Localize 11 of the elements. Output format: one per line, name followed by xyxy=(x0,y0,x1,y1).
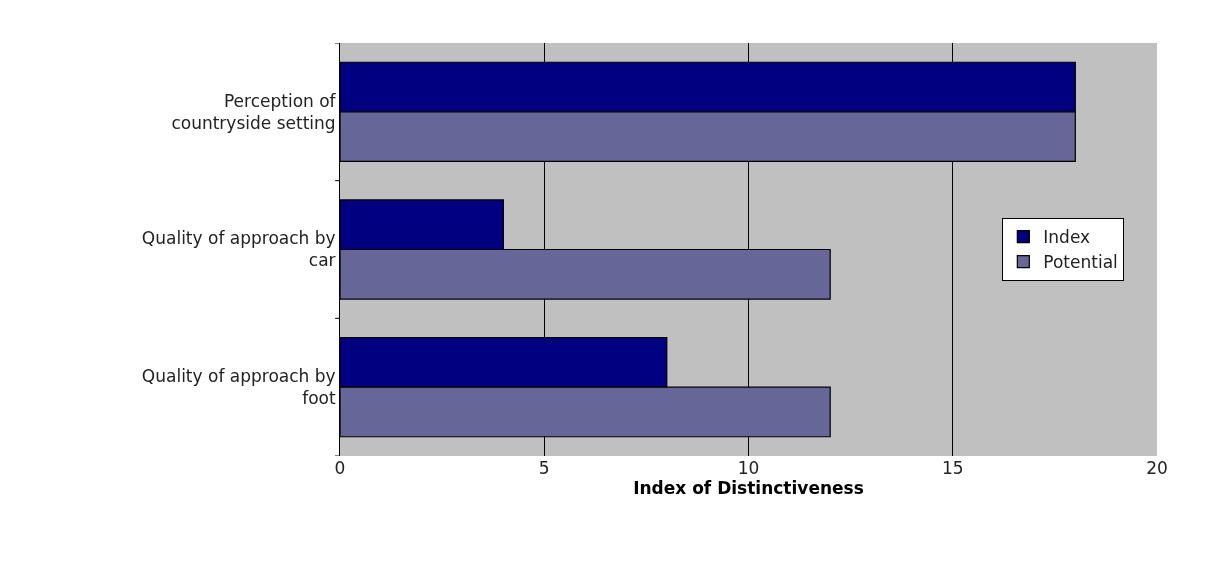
legend-label: Potential xyxy=(1043,252,1118,273)
x-tick-label: 10 xyxy=(737,458,760,478)
x-tick-label: 20 xyxy=(1146,458,1168,478)
x-tick-label: 5 xyxy=(538,458,550,478)
x-axis-title: Index of Distinctiveness xyxy=(633,478,864,498)
y-tick-label: Quality of approach by foot xyxy=(141,366,336,409)
y-tick-label: Perception of countryside setting xyxy=(171,90,337,133)
y-tick-label: Quality of approach by car xyxy=(141,228,336,271)
x-tick-label: 15 xyxy=(941,458,964,478)
x-tick-label: 0 xyxy=(334,458,346,478)
legend-label: Index xyxy=(1043,227,1091,248)
